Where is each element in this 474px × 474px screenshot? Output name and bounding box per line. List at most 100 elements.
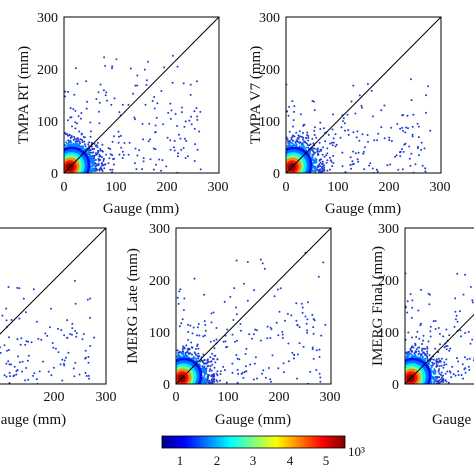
scatter-point xyxy=(76,122,78,125)
scatter-point xyxy=(98,101,101,104)
scatter-point xyxy=(24,379,27,382)
scatter-point xyxy=(47,370,50,373)
scatter-point xyxy=(72,138,75,141)
scatter-point xyxy=(307,146,310,149)
scatter-point xyxy=(89,154,92,157)
scatter-point xyxy=(409,164,412,167)
scatter-point xyxy=(79,138,82,141)
scatter-point xyxy=(152,147,155,150)
scatter-point xyxy=(109,168,112,171)
scatter-point xyxy=(273,295,276,298)
scatter-point xyxy=(145,84,148,86)
scatter-point xyxy=(346,113,349,116)
scatter-point xyxy=(313,129,316,132)
scatter-point xyxy=(375,168,378,171)
scatter-point xyxy=(277,334,280,337)
scatter-point xyxy=(332,141,335,144)
scatter-point xyxy=(286,138,289,141)
scatter-point xyxy=(361,133,364,136)
scatter-point xyxy=(323,166,326,169)
scatter-point xyxy=(313,126,316,129)
scatter-point xyxy=(95,164,98,167)
xtick: 200 xyxy=(157,180,178,195)
scatter-point xyxy=(319,376,322,379)
scatter-point xyxy=(306,331,309,334)
scatter-point xyxy=(397,168,400,171)
scatter-point xyxy=(82,333,85,335)
scatter-point xyxy=(74,121,77,124)
scatter-point xyxy=(60,329,63,332)
scatter-point xyxy=(85,80,88,83)
scatter-point xyxy=(180,148,183,151)
scatter-point xyxy=(5,319,8,322)
scatter-point xyxy=(87,356,90,358)
scatter-point xyxy=(99,149,102,152)
scatter-point xyxy=(69,116,72,119)
scatter-point xyxy=(89,121,92,124)
scatter-point xyxy=(263,267,266,270)
scatter-point xyxy=(319,128,322,130)
scatter-point xyxy=(94,162,97,165)
scatter-point xyxy=(232,319,235,321)
scatter-point xyxy=(424,170,427,173)
scatter-point xyxy=(76,82,79,85)
panel-tmpa-rt-points xyxy=(64,54,202,173)
scatter-point xyxy=(120,146,123,149)
scatter-point xyxy=(182,147,185,149)
scatter-point xyxy=(74,67,77,70)
scatter-point xyxy=(84,372,87,374)
scatter-point xyxy=(295,145,298,147)
scatter-point xyxy=(73,93,76,96)
scatter-point xyxy=(297,134,300,137)
scatter-point xyxy=(326,169,329,172)
scatter-point xyxy=(10,318,13,321)
scatter-point xyxy=(321,153,324,156)
scatter-point xyxy=(307,139,310,142)
scatter-point xyxy=(293,110,295,113)
scatter-point xyxy=(288,130,291,133)
scatter-point xyxy=(222,365,225,368)
scatter-point xyxy=(170,109,173,112)
scatter-point xyxy=(329,142,332,145)
scatter-point xyxy=(191,332,194,335)
scatter-point xyxy=(154,124,157,127)
scatter-point xyxy=(302,138,304,141)
scatter-point xyxy=(51,342,54,344)
xtick: 200 xyxy=(379,180,400,195)
scatter-point xyxy=(93,336,96,339)
scatter-point xyxy=(46,334,49,337)
scatter-point xyxy=(5,362,8,365)
scatter-point xyxy=(300,302,303,305)
scatter-point xyxy=(339,136,342,139)
scatter-point xyxy=(93,157,96,160)
scatter-point xyxy=(90,168,93,171)
scatter-point xyxy=(183,297,186,300)
scatter-point xyxy=(73,135,76,138)
scatter-point xyxy=(18,361,21,364)
scatter-point xyxy=(195,357,198,360)
scatter-point xyxy=(219,370,222,373)
ytick: 0 xyxy=(51,167,58,182)
scatter-point xyxy=(99,166,102,169)
scatter-point xyxy=(89,135,92,138)
scatter-point xyxy=(388,139,391,142)
scatter-point xyxy=(402,150,405,153)
scatter-point xyxy=(113,97,116,100)
panel-tmpa-v7-yticks: 0 100 200 300 xyxy=(259,11,280,182)
scatter-point xyxy=(87,361,90,364)
scatter-point xyxy=(410,99,413,102)
scatter-point xyxy=(315,161,318,164)
scatter-point xyxy=(193,160,196,162)
panel-imerg-late-points xyxy=(176,251,327,384)
scatter-point xyxy=(299,113,302,116)
panel-tmpa-v7-points xyxy=(286,78,432,173)
scatter-point xyxy=(312,162,314,165)
scatter-point xyxy=(362,152,365,155)
scatter-point xyxy=(367,140,369,143)
scatter-point xyxy=(27,378,30,381)
scatter-point xyxy=(322,261,325,264)
scatter-point xyxy=(86,298,89,301)
scatter-point xyxy=(182,309,185,311)
scatter-point xyxy=(81,145,84,148)
scatter-point xyxy=(67,142,70,145)
